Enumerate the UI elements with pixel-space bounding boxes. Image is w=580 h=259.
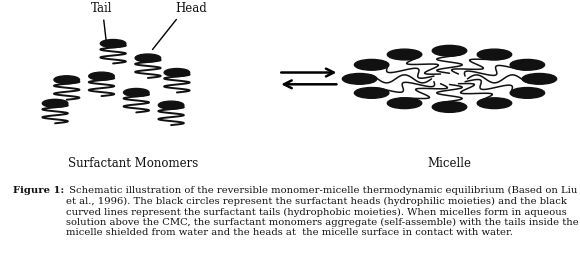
Text: Surfactant
Tail: Surfactant Tail: [70, 0, 133, 48]
Circle shape: [477, 98, 512, 109]
Circle shape: [522, 74, 557, 84]
Circle shape: [124, 89, 149, 96]
Circle shape: [342, 74, 377, 84]
Circle shape: [387, 98, 422, 109]
Circle shape: [135, 54, 161, 62]
Circle shape: [510, 88, 545, 98]
Text: Schematic illustration of the reversible monomer-micelle thermodynamic equilibri: Schematic illustration of the reversible…: [66, 186, 579, 238]
Circle shape: [158, 101, 184, 109]
Circle shape: [354, 59, 389, 70]
Circle shape: [432, 45, 467, 56]
Text: Surfactant Monomers: Surfactant Monomers: [68, 157, 198, 170]
Circle shape: [42, 99, 68, 107]
Text: Surfactant
Head: Surfactant Head: [153, 0, 223, 49]
Circle shape: [54, 76, 79, 84]
Text: Micelle: Micelle: [427, 157, 472, 170]
Circle shape: [387, 49, 422, 60]
Circle shape: [510, 59, 545, 70]
Circle shape: [432, 102, 467, 112]
Circle shape: [164, 69, 190, 76]
Circle shape: [89, 72, 114, 80]
Text: Figure 1:: Figure 1:: [13, 186, 64, 195]
Circle shape: [477, 49, 512, 60]
Circle shape: [354, 88, 389, 98]
Circle shape: [100, 40, 126, 47]
